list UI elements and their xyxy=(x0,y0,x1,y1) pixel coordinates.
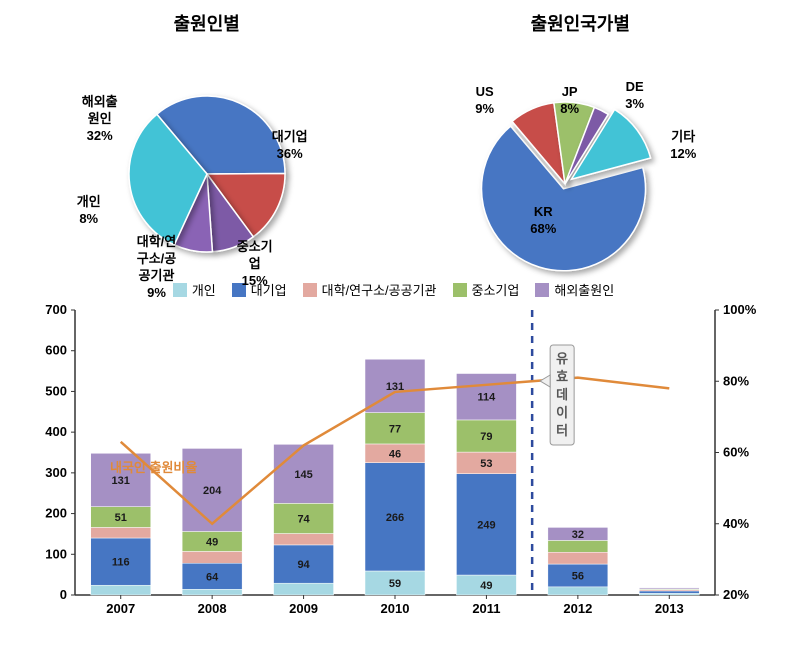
callout-char: 데 xyxy=(556,387,568,402)
bar-value: 145 xyxy=(294,469,312,481)
bar-seg-대학/연구소/공공기관 xyxy=(91,527,151,538)
line-label: 내국인 출원비율 xyxy=(110,460,197,475)
pie-applicant-type: 출원인별 대기업36%중소기업15%대학/연구소/공공기관9%개인8%해외출원인… xyxy=(27,10,387,270)
yleft-tick: 300 xyxy=(45,465,67,480)
pie2-title: 출원인국가별 xyxy=(400,10,760,36)
pie-charts-row: 출원인별 대기업36%중소기업15%대학/연구소/공공기관9%개인8%해외출원인… xyxy=(0,0,787,280)
x-tick: 2011 xyxy=(472,601,500,616)
bar-seg-대기업 xyxy=(639,591,699,593)
yleft-tick: 0 xyxy=(60,587,67,602)
x-tick: 2010 xyxy=(381,601,410,616)
legend-swatch xyxy=(535,283,549,297)
bar-value: 94 xyxy=(297,559,310,571)
bar-seg-개인 xyxy=(182,589,242,595)
pie-label: JP8% xyxy=(560,84,579,118)
bar-value: 51 xyxy=(115,512,127,524)
yright-tick: 100% xyxy=(723,305,757,317)
bar-value: 56 xyxy=(572,570,584,582)
bar-value: 249 xyxy=(477,519,495,531)
bar-seg-대학/연구소/공공기관 xyxy=(274,534,334,545)
yleft-tick: 500 xyxy=(45,383,67,398)
yright-tick: 20% xyxy=(723,587,749,602)
bar-value: 49 xyxy=(206,536,218,548)
x-tick: 2013 xyxy=(655,601,684,616)
yleft-tick: 100 xyxy=(45,546,67,561)
yleft-tick: 600 xyxy=(45,343,67,358)
callout-pointer xyxy=(540,375,550,387)
pie-label: 해외출원인32% xyxy=(82,94,118,145)
callout-char: 이 xyxy=(556,405,568,420)
pie-label: 중소기업15% xyxy=(237,239,273,290)
bar-value: 49 xyxy=(480,580,492,592)
callout-char: 터 xyxy=(556,423,568,438)
pie2-canvas: KR68% US9% JP8% DE3% 기타12% xyxy=(400,44,760,264)
bar-value: 59 xyxy=(389,578,401,590)
pie-country: 출원인국가별 KR68% US9% JP8% DE3% 기타12% xyxy=(400,10,760,270)
pie1-title: 출원인별 xyxy=(27,10,387,36)
pie-label: US9% xyxy=(475,84,494,118)
yleft-tick: 400 xyxy=(45,424,67,439)
x-tick: 2012 xyxy=(563,601,592,616)
bar-seg-대학/연구소/공공기관 xyxy=(548,552,608,564)
pie-label: 개인8% xyxy=(77,194,101,228)
bar-value: 79 xyxy=(480,431,492,443)
yright-tick: 60% xyxy=(723,445,749,460)
bar-value: 114 xyxy=(478,392,497,404)
bar-seg-개인 xyxy=(548,587,608,595)
yright-tick: 80% xyxy=(723,373,749,388)
bar-seg-개인 xyxy=(274,583,334,595)
bar-seg-중소기업 xyxy=(548,540,608,552)
yleft-tick: 200 xyxy=(45,506,67,521)
bar-value: 74 xyxy=(297,513,310,525)
bar-seg-대학/연구소/공공기관 xyxy=(182,551,242,563)
x-tick: 2007 xyxy=(106,601,135,616)
bar-seg-해외출원인 xyxy=(639,588,699,589)
bar-value: 53 xyxy=(480,458,492,470)
x-tick: 2008 xyxy=(198,601,227,616)
bar-value: 204 xyxy=(203,485,222,497)
bar-seg-개인 xyxy=(91,585,151,595)
yright-tick: 40% xyxy=(723,516,749,531)
bar-value: 64 xyxy=(206,571,219,583)
pie-label: 기타12% xyxy=(670,129,696,163)
legend-swatch xyxy=(303,283,317,297)
bar-value: 131 xyxy=(112,475,130,487)
callout-char: 효 xyxy=(556,369,568,384)
pie1-canvas: 대기업36%중소기업15%대학/연구소/공공기관9%개인8%해외출원인32% xyxy=(27,44,387,264)
bar-chart-section: 개인대기업대학/연구소/공공기관중소기업해외출원인 01002003004005… xyxy=(0,280,787,625)
bar-value: 77 xyxy=(389,423,401,435)
pie-label: DE3% xyxy=(625,79,644,113)
x-tick: 2009 xyxy=(289,601,318,616)
callout-char: 유 xyxy=(556,351,568,366)
pie-label: 대학/연구소/공공기관9% xyxy=(137,234,177,302)
pie-label: KR68% xyxy=(530,204,556,238)
bar-value: 266 xyxy=(386,512,404,524)
yleft-tick: 700 xyxy=(45,305,67,317)
bar-value: 116 xyxy=(112,557,130,569)
pie-label: 대기업36% xyxy=(272,129,308,163)
bar-value: 46 xyxy=(389,448,401,460)
legend-swatch xyxy=(453,283,467,297)
bar-chart-canvas: 0 100 200 300 400 500 600 700 20% 40% 60% 80% 100% 11… xyxy=(30,305,757,625)
bar-value: 32 xyxy=(572,529,584,541)
